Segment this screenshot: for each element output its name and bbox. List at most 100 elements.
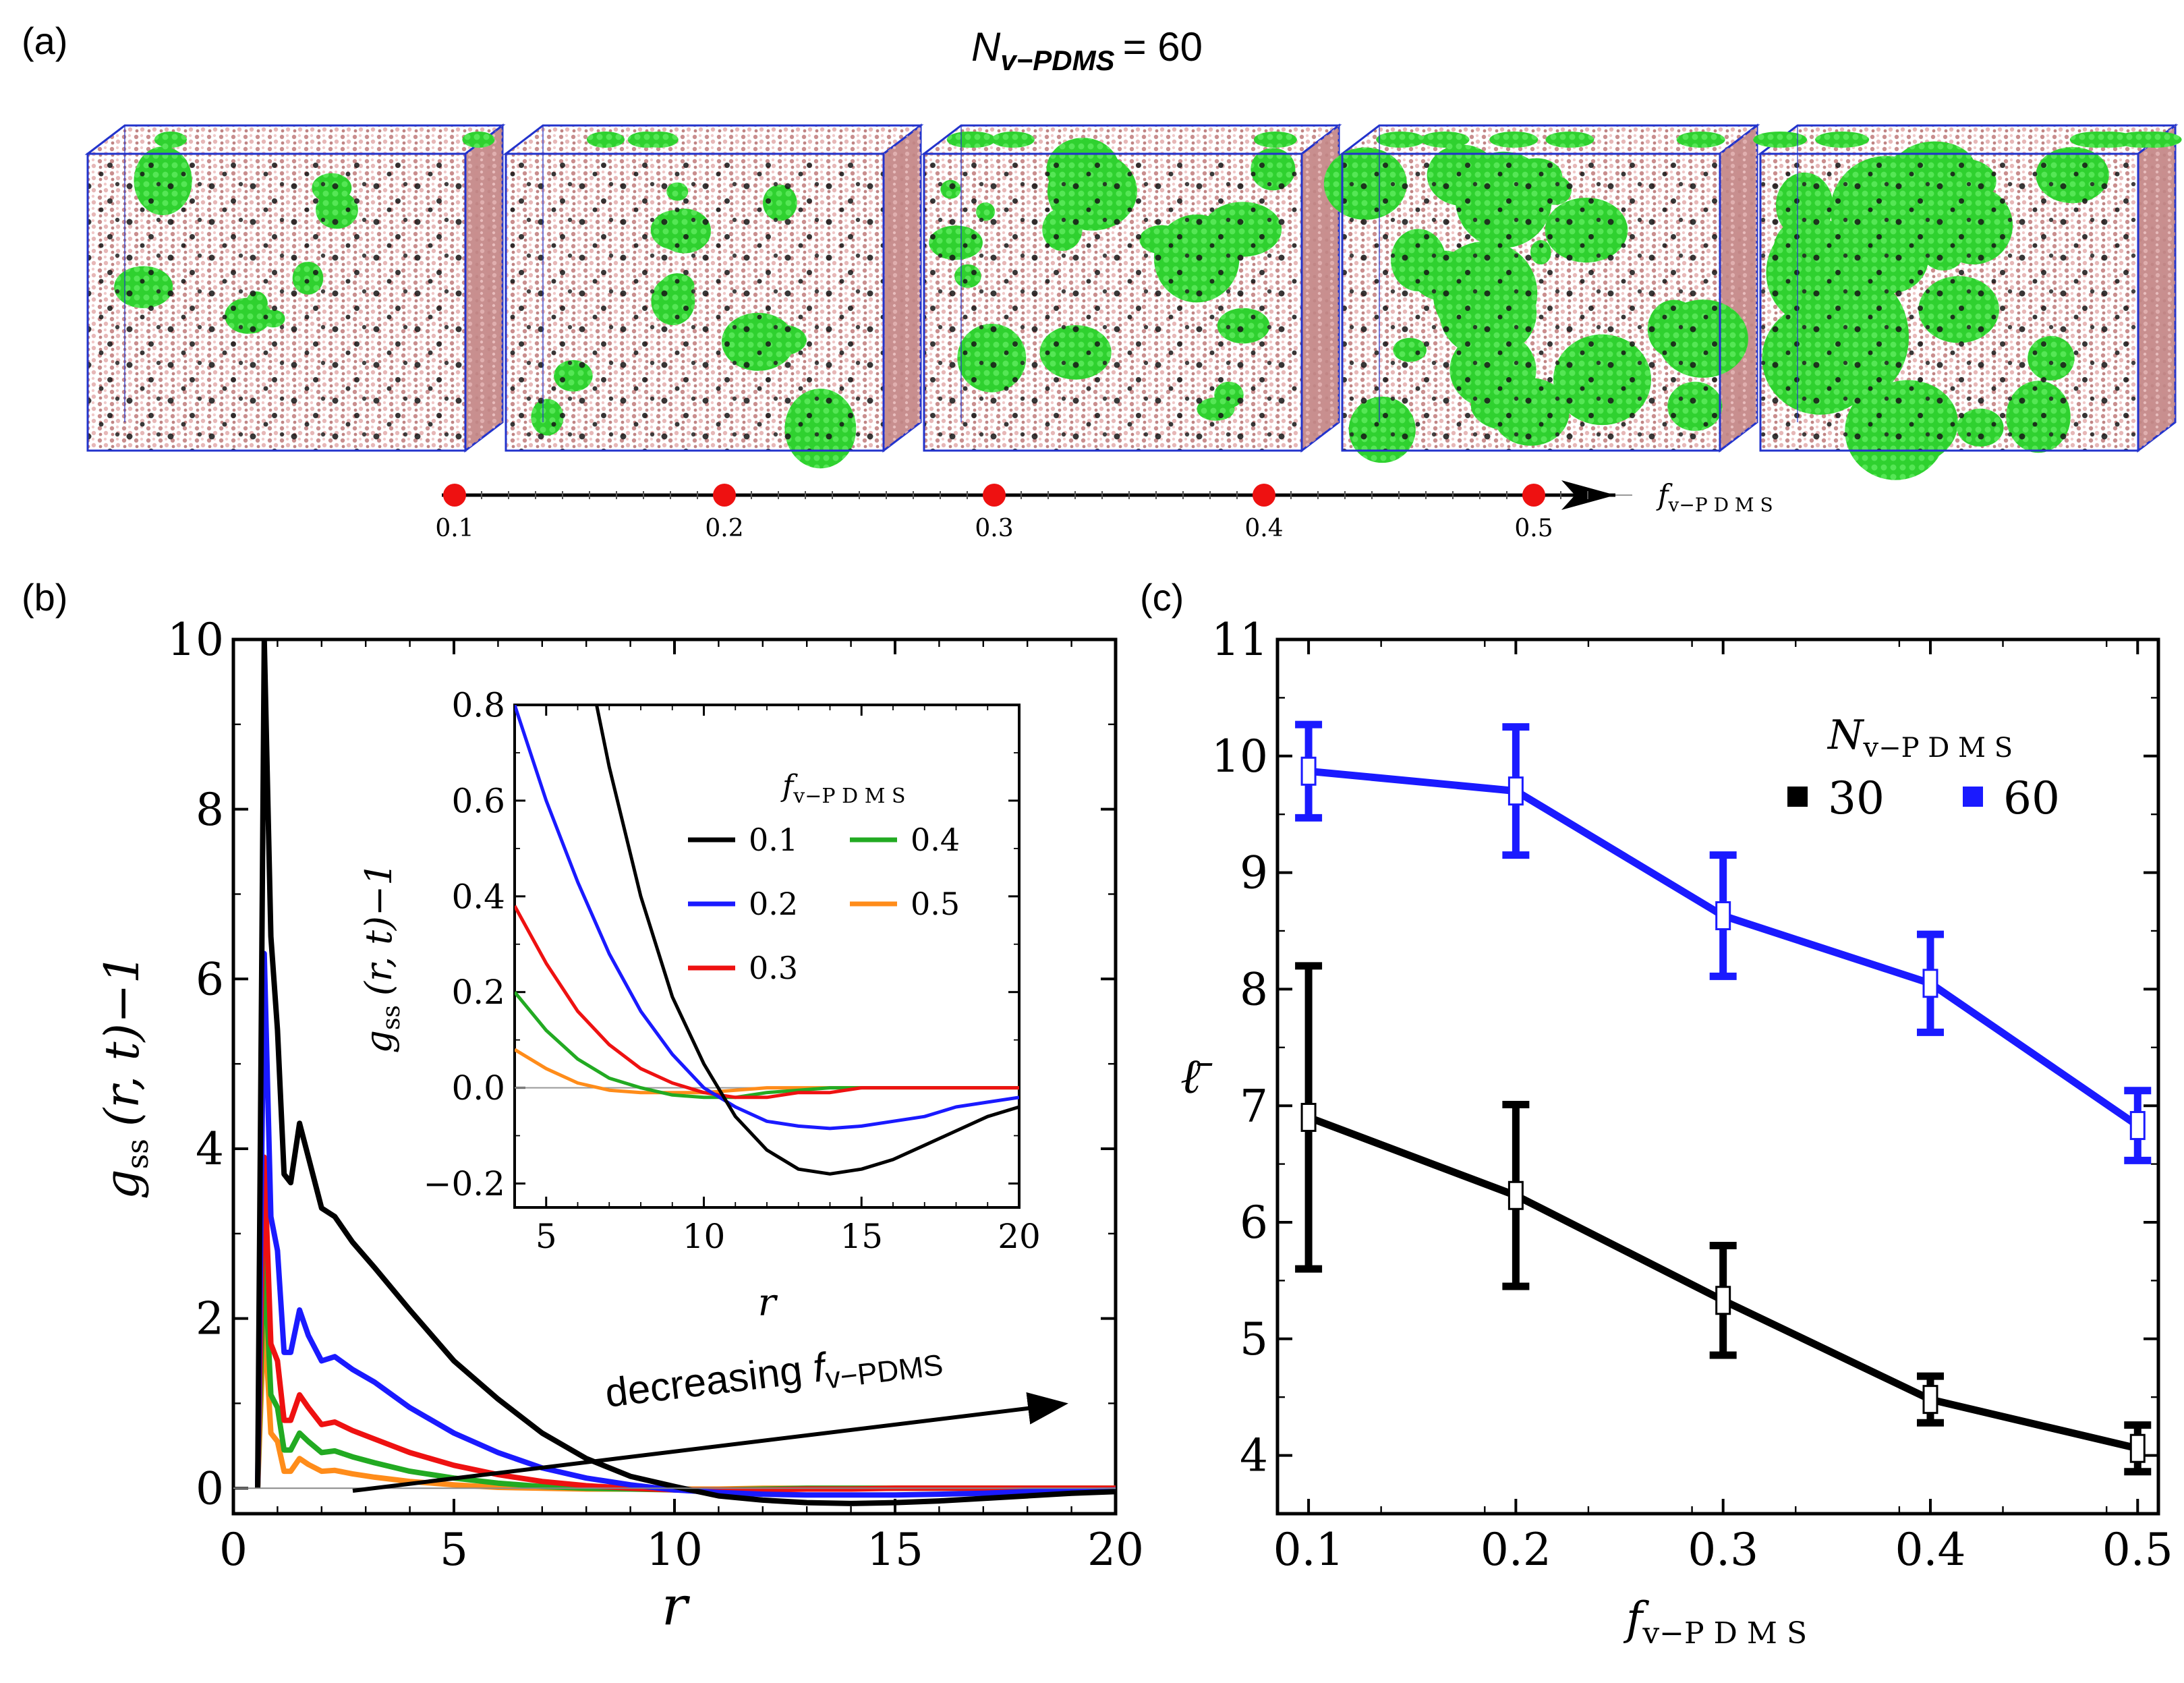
panel-a: (a) Nv−PDMS = 60 0.1 0.2 0.3 0.4 0.5 fv−P D M… bbox=[22, 20, 2182, 542]
green-cluster bbox=[1815, 132, 1870, 148]
series-line-0.2 bbox=[255, 950, 1116, 1498]
x-tick-label: 10 bbox=[683, 1217, 726, 1256]
series-line-0.3 bbox=[515, 905, 1019, 1100]
panel-c-legend: 30 60 bbox=[1787, 772, 2060, 824]
fraction-marker bbox=[1253, 484, 1275, 507]
x-tick-label: 20 bbox=[998, 1217, 1041, 1256]
y-tick-label: 7 bbox=[1240, 1080, 1268, 1132]
inset-legend-label: 0.2 bbox=[749, 886, 798, 922]
x-tick-label: 0.3 bbox=[1688, 1524, 1758, 1576]
inset-legend-label: 0.1 bbox=[749, 822, 798, 858]
data-point bbox=[1715, 1286, 1731, 1315]
x-tick-label: 10 bbox=[646, 1524, 703, 1576]
decreasing-annotation: decreasing fv−PDMS bbox=[603, 1330, 945, 1422]
fraction-marker bbox=[1522, 484, 1545, 507]
inset-xlabel: r bbox=[758, 1281, 778, 1325]
panel-a-label: (a) bbox=[22, 20, 67, 62]
green-cluster bbox=[1420, 132, 1470, 148]
x-tick-label: 20 bbox=[1087, 1524, 1144, 1576]
x-tick-label: 0.1 bbox=[1273, 1524, 1344, 1576]
cube-edge bbox=[1341, 152, 1721, 452]
inset-legend-label: 0.3 bbox=[749, 950, 798, 986]
inset-legend: 0.1 0.4 0.2 0.5 0.3 bbox=[688, 822, 960, 986]
x-tick-label: 5 bbox=[440, 1524, 468, 1576]
snapshot-cube bbox=[1323, 123, 1760, 463]
panel-c-ticks: 0.1 0.2 0.3 0.4 0.5 4 5 6 7 8 9 10 11 bbox=[1211, 614, 2173, 1576]
series-line-0.2 bbox=[515, 705, 1019, 1131]
fraction-axis-label: fv−P D M S bbox=[1656, 478, 1773, 516]
green-cluster bbox=[2127, 132, 2182, 148]
fraction-tick-label: 0.4 bbox=[1244, 515, 1283, 542]
inset-ticks: 5 10 15 20 −0.2 0.0 0.2 0.4 0.6 0.8 bbox=[424, 686, 1041, 1257]
snapshot-cube bbox=[84, 123, 506, 453]
green-cluster bbox=[1545, 132, 1594, 148]
y-tick-label: 0.8 bbox=[451, 686, 505, 725]
cube-right-texture bbox=[884, 125, 921, 451]
x-tick-label: 5 bbox=[536, 1217, 557, 1256]
fraction-tick-label: 0.1 bbox=[435, 515, 473, 542]
cube-right-texture bbox=[1720, 125, 1757, 451]
series-line-0.1 bbox=[595, 705, 1019, 1176]
x-tick-label: 15 bbox=[840, 1217, 883, 1256]
y-tick-label: 0.6 bbox=[451, 781, 505, 820]
y-tick-label: 2 bbox=[196, 1293, 224, 1345]
inset-series bbox=[515, 705, 1019, 1176]
x-tick-label: 15 bbox=[867, 1524, 923, 1576]
cube-right-texture bbox=[1302, 125, 1339, 451]
snapshot-cube bbox=[1753, 123, 2182, 480]
y-tick-label: 8 bbox=[1240, 964, 1268, 1016]
green-cluster bbox=[946, 132, 990, 148]
y-tick-label: 8 bbox=[196, 784, 224, 836]
panel-c-xlabel: fv−P D M S bbox=[1623, 1593, 1807, 1651]
legend-swatch bbox=[1787, 787, 1808, 807]
panel-a-title-symbol: N bbox=[971, 24, 1001, 69]
panel-b: (b) 0 5 10 15 20 0 2 4 6 8 10 gss(r, t)−1 r decrea… bbox=[22, 576, 1144, 1637]
green-cluster bbox=[1376, 132, 1425, 148]
series-line-0.1 bbox=[255, 639, 1116, 1506]
data-point bbox=[1715, 901, 1731, 931]
fraction-tick-label: 0.3 bbox=[975, 515, 1013, 542]
fraction-marker bbox=[443, 484, 466, 507]
x-tick-label: 0.2 bbox=[1481, 1524, 1551, 1576]
cube-top-face bbox=[84, 124, 506, 155]
crosslinker-overlay bbox=[1760, 154, 2138, 451]
cube-edge bbox=[1759, 152, 2139, 452]
crosslinker-overlay bbox=[924, 154, 1302, 451]
green-cluster bbox=[1753, 132, 1808, 148]
panel-b-ylabel: gss(r, t)−1 bbox=[94, 954, 155, 1199]
panel-b-ticks: 0 5 10 15 20 0 2 4 6 8 10 bbox=[167, 614, 1144, 1576]
y-tick-label: 10 bbox=[167, 614, 224, 666]
cube-right-texture bbox=[2138, 125, 2175, 451]
inset-frame bbox=[513, 704, 1021, 1209]
panel-c-frame bbox=[1275, 637, 2160, 1516]
green-cluster bbox=[154, 132, 187, 148]
cube-top-face bbox=[502, 124, 924, 155]
legend-swatch bbox=[1963, 787, 1983, 807]
fraction-axis: 0.1 0.2 0.3 0.4 0.5 fv−P D M S bbox=[435, 478, 1773, 542]
green-cluster bbox=[991, 132, 1035, 148]
y-tick-label: 4 bbox=[196, 1123, 224, 1175]
panel-a-title-sub: v−PDMS bbox=[1000, 45, 1114, 76]
y-tick-label: 5 bbox=[1240, 1313, 1268, 1365]
inset-ylabel: gss(r, t)−1 bbox=[357, 862, 405, 1053]
data-point bbox=[1507, 1180, 1524, 1210]
green-cluster bbox=[2069, 132, 2124, 148]
crosslinker-overlay bbox=[506, 154, 884, 451]
cube-edge bbox=[923, 152, 1303, 452]
panel-c: (c) 0.1 0.2 0.3 0.4 0.5 4 5 6 7 8 9 10 11 ℓ̄ fv−P D … bbox=[1140, 576, 2173, 1651]
data-point bbox=[1922, 969, 1938, 998]
legend-label: 30 bbox=[1828, 772, 1885, 824]
data-point bbox=[2129, 1111, 2146, 1141]
fraction-tick-label: 0.2 bbox=[705, 515, 743, 542]
green-cluster bbox=[1253, 132, 1297, 148]
y-tick-label: 4 bbox=[1240, 1430, 1268, 1482]
y-tick-label: 6 bbox=[196, 953, 224, 1005]
panel-b-label: (b) bbox=[22, 576, 67, 619]
legend-label: 60 bbox=[2003, 772, 2060, 824]
snapshot-cube bbox=[502, 123, 924, 469]
green-cluster bbox=[1676, 132, 1725, 148]
data-point bbox=[2129, 1433, 2146, 1463]
y-tick-label: 11 bbox=[1211, 614, 1268, 666]
inset-legend-title: fv−P D M S bbox=[780, 769, 906, 808]
data-point bbox=[1300, 756, 1317, 786]
